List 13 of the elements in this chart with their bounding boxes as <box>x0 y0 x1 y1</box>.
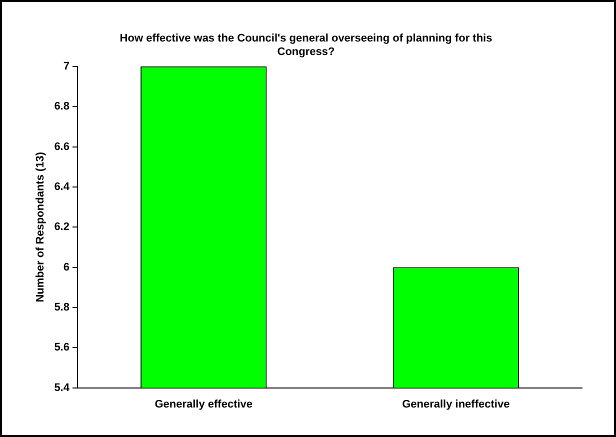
y-tick-label: 6.2 <box>54 221 70 234</box>
y-tick-label: 5.8 <box>54 301 70 314</box>
y-tick-label: 5.6 <box>54 342 70 354</box>
y-tick-label: 7 <box>63 60 70 72</box>
y-tick-label: 6.6 <box>54 140 70 153</box>
x-tick-label: Generally ineffective <box>402 398 510 410</box>
y-tick-label: 5.4 <box>54 382 70 394</box>
y-axis-title: Number of Respondants (13) <box>34 152 47 302</box>
x-tick-label: Generally effective <box>154 398 253 410</box>
y-tick-label: 6.8 <box>54 100 70 113</box>
y-tick-label: 6 <box>63 261 70 274</box>
y-tick-label: 6.4 <box>54 180 70 193</box>
chart-title: How effective was the Council's general overseeing of planning for this Congress? <box>120 32 492 58</box>
